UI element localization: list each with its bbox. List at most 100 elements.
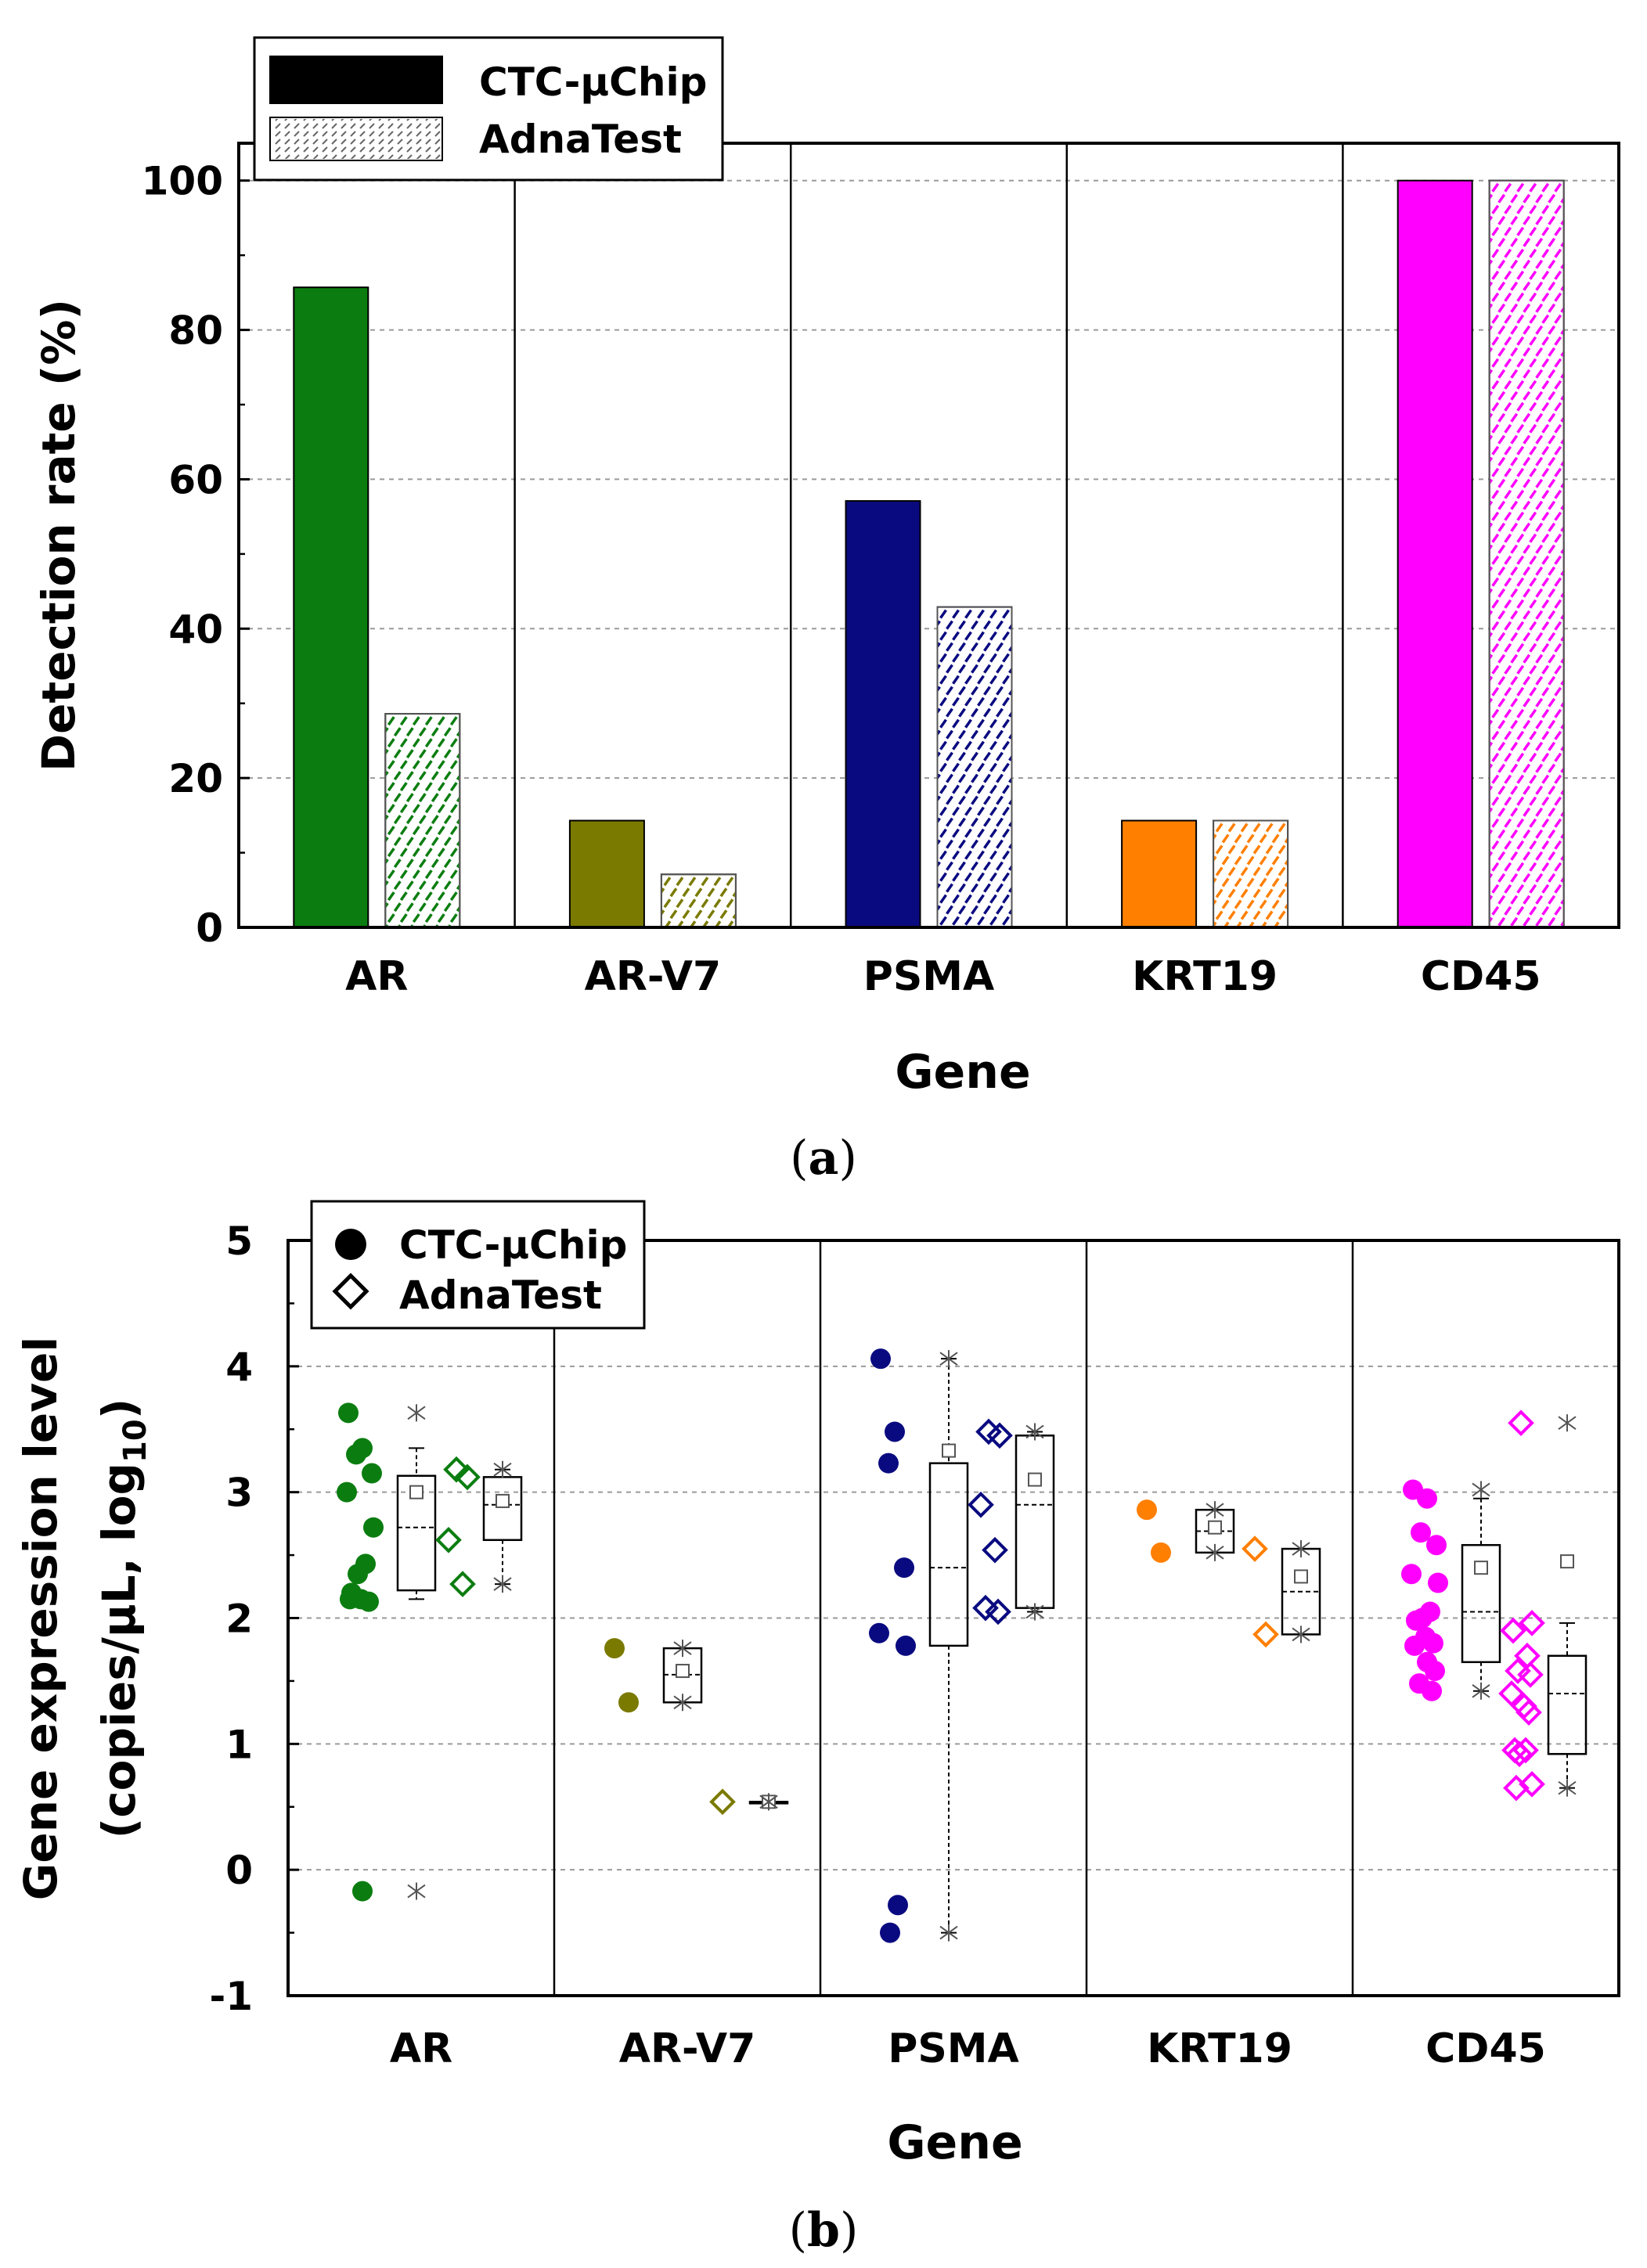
hatch-dash (406, 119, 410, 121)
hatch-dash (1008, 777, 1011, 783)
hatch-dash (426, 695, 431, 703)
hatch-dash (1541, 884, 1550, 894)
hatch-dash (1535, 916, 1544, 927)
hatch-dash (727, 855, 733, 863)
hatch-dash (1204, 912, 1209, 920)
hatch-dash (1574, 677, 1580, 685)
hatch-dash (922, 928, 928, 936)
hatch-dash (294, 119, 297, 121)
hatch-dash (1480, 272, 1486, 279)
hatch-dash (476, 717, 481, 725)
hatch-dash (1516, 445, 1525, 455)
hatch-dash (397, 131, 403, 137)
hatch-dash (1580, 644, 1586, 652)
hatch-dash (977, 916, 985, 926)
hatch-dash (1574, 545, 1580, 553)
hatch-dash (1568, 337, 1573, 345)
legend-hatch (275, 119, 441, 159)
hatch-dash (1474, 940, 1479, 948)
hatch-dash (1560, 526, 1563, 532)
hatch-dash (1529, 248, 1537, 258)
hatch-dash (1016, 917, 1022, 925)
hatch-dash (1548, 347, 1556, 357)
hatch-dash (983, 883, 991, 893)
hatch-dash (1221, 855, 1230, 866)
hatch-dash (463, 848, 469, 856)
hatch-dash (1504, 226, 1512, 236)
hatch-dash (1523, 895, 1531, 905)
hatch-dash (1568, 688, 1573, 696)
hatch-dash (1535, 347, 1544, 357)
hatch-dash (416, 119, 420, 121)
hatch-dash (1541, 664, 1550, 675)
x-tick-label: AR-V7 (585, 953, 722, 1000)
hatch-dash (1278, 888, 1286, 898)
hatch-dash (983, 664, 991, 674)
hatch-dash (1022, 797, 1028, 805)
hatch-dash (1242, 934, 1247, 941)
hatch-dash (1480, 710, 1486, 718)
hatch-dash (425, 146, 431, 153)
hatch-dash (1560, 329, 1563, 335)
hatch-dash (1510, 522, 1519, 532)
hatch-dash (443, 749, 452, 759)
hatch-dash (369, 131, 375, 137)
hatch-dash (971, 861, 978, 871)
bar-adna-hatch (922, 589, 1034, 936)
hatch-dash (1216, 934, 1222, 941)
panel-label-b: (b) (789, 2203, 859, 2258)
hatch-dash (1529, 555, 1537, 565)
hatch-dash (1490, 522, 1494, 528)
hatch-dash (1008, 646, 1011, 652)
y-axis-title: Detection rate (%) (32, 299, 85, 772)
hatch-dash (1529, 380, 1537, 390)
hatch-dash (1548, 741, 1556, 751)
hatch-dash (746, 910, 751, 918)
hatch-dash (652, 899, 658, 907)
hatch-dash (312, 146, 319, 153)
hatch-dash (1474, 480, 1479, 488)
hatch-dash (1474, 326, 1479, 334)
hatch-dash (1548, 829, 1556, 839)
hatch-dash (1535, 566, 1544, 576)
hatch-dash (1029, 764, 1034, 772)
hatch-dash (669, 909, 678, 920)
hatch-dash (996, 620, 1004, 630)
hatch-dash (1574, 589, 1580, 597)
hatch-dash (1535, 895, 1544, 905)
hatch-dash (463, 826, 469, 834)
hatch-dash (359, 139, 366, 145)
hatch-dash (1554, 905, 1562, 916)
hatch-dash (386, 727, 389, 733)
hatch-dash (463, 805, 469, 812)
point-ctc-psma (894, 1557, 914, 1579)
hatch-dash (303, 131, 309, 137)
hatch-dash (964, 850, 972, 860)
hatch-dash (938, 729, 941, 736)
hatch-dash (1254, 802, 1260, 810)
hatch-dash (646, 866, 651, 874)
hatch-dash (1516, 314, 1525, 324)
hatch-dash (1497, 741, 1506, 751)
hatch-dash (938, 664, 941, 670)
hatch-dash (1541, 840, 1550, 850)
hatch-dash (939, 718, 947, 729)
hatch-dash (1022, 906, 1028, 914)
hatch-dash (690, 920, 697, 927)
hatch-dash (928, 830, 934, 837)
hatch-dash (369, 154, 375, 159)
hatch-dash (1265, 866, 1274, 877)
hatch-dash (1580, 885, 1586, 893)
hatch-dash (1227, 866, 1236, 877)
hatch-dash (388, 936, 394, 944)
hatch-dash (726, 898, 734, 909)
hatch-dash (1029, 610, 1034, 618)
hatch-dash (1504, 380, 1512, 390)
hatch-dash (1016, 873, 1022, 881)
hatch-dash (399, 782, 408, 792)
hatch-dash (1304, 934, 1310, 941)
hatch-dash (1474, 261, 1479, 268)
hatch-dash (376, 695, 381, 703)
hatch-dash (941, 589, 946, 596)
hatch-dash (1516, 248, 1525, 258)
